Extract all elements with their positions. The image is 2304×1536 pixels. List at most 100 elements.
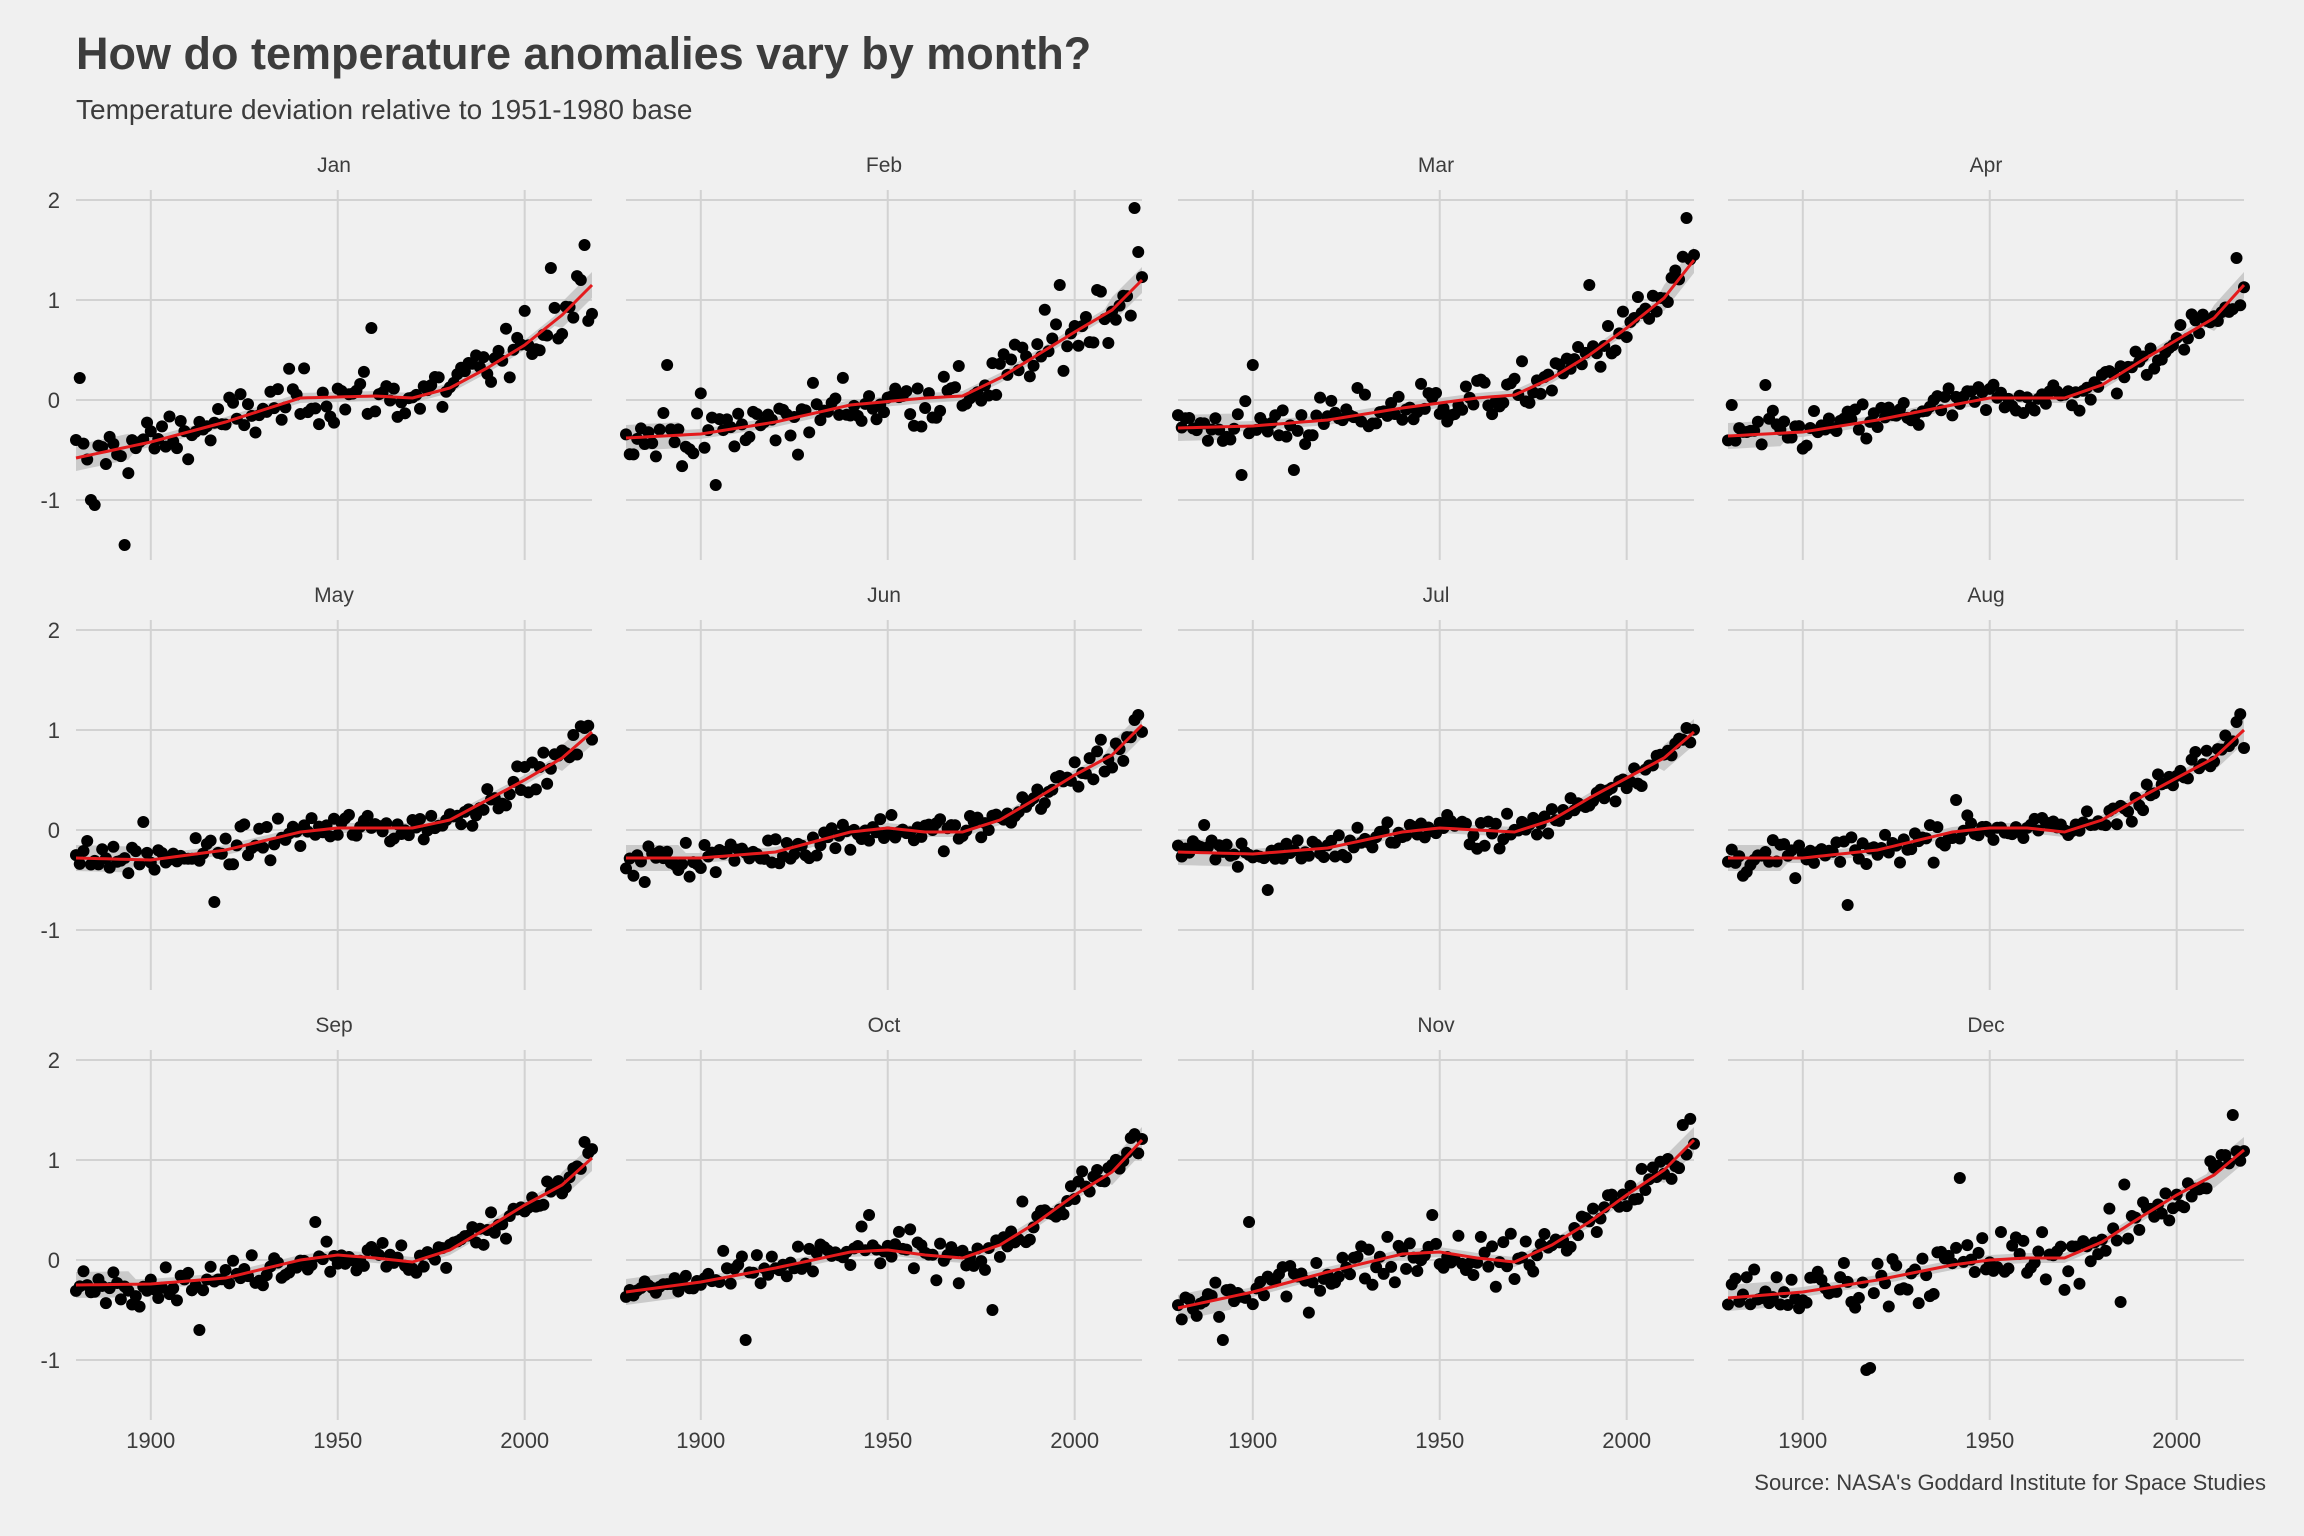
data-point xyxy=(1953,1172,1966,1184)
data-point xyxy=(1486,408,1499,421)
data-point xyxy=(2234,708,2247,721)
chart-title: How do temperature anomalies vary by mon… xyxy=(76,28,1092,79)
data-point xyxy=(676,858,689,871)
data-point xyxy=(1325,394,1338,407)
panel-oct: Oct 1900 1950 2000 xyxy=(620,1014,1148,1453)
data-point xyxy=(2189,746,2202,759)
data-point xyxy=(2178,343,2191,356)
data-point xyxy=(792,448,804,461)
data-point xyxy=(376,1236,389,1249)
data-point xyxy=(436,400,449,413)
panel-title: Apr xyxy=(1970,154,2003,177)
data-point xyxy=(298,362,311,375)
data-point xyxy=(541,777,554,790)
data-point xyxy=(750,408,763,421)
data-point xyxy=(1358,388,1371,401)
data-point xyxy=(1759,379,1772,391)
data-point xyxy=(2133,1223,2146,1236)
data-point xyxy=(2028,404,2041,417)
data-point xyxy=(1961,1239,1974,1252)
data-point xyxy=(170,442,183,455)
panel-dec: Dec 1900 1950 2000 xyxy=(1722,1014,2250,1453)
data-point xyxy=(952,1277,965,1290)
data-point xyxy=(1478,839,1491,852)
data-point xyxy=(806,376,819,389)
data-point xyxy=(264,854,277,867)
data-point xyxy=(2028,1256,2041,1269)
data-point xyxy=(732,407,745,420)
panel-may: May -1 0 1 2 xyxy=(40,584,598,990)
data-point xyxy=(1736,1288,1749,1301)
data-point xyxy=(975,831,988,844)
trend-line xyxy=(1727,283,2246,438)
data-point xyxy=(1306,1276,1319,1289)
data-point xyxy=(1340,851,1353,864)
data-point xyxy=(982,824,995,837)
panel-title: Feb xyxy=(866,154,902,177)
data-point xyxy=(814,414,827,427)
data-point xyxy=(1351,1250,1364,1263)
data-point xyxy=(1072,780,1085,793)
data-point xyxy=(1680,212,1693,224)
panel-nov: Nov 1900 1950 2000 xyxy=(1172,1014,1700,1453)
data-point xyxy=(533,344,546,357)
data-point xyxy=(829,842,842,855)
data-point xyxy=(930,1274,943,1287)
data-point xyxy=(223,1277,236,1290)
data-point xyxy=(1366,841,1379,854)
data-point xyxy=(2103,1202,2116,1215)
data-point xyxy=(1583,279,1596,291)
data-point xyxy=(481,783,494,796)
data-point xyxy=(1456,403,1469,416)
data-point xyxy=(1635,1162,1648,1175)
data-point xyxy=(182,453,195,466)
data-point xyxy=(503,371,516,384)
x-tick-label: 2000 xyxy=(1050,1428,1099,1453)
data-point xyxy=(934,404,947,417)
data-point xyxy=(1314,391,1327,404)
data-point xyxy=(1538,1227,1551,1240)
data-point xyxy=(1534,387,1547,400)
data-point xyxy=(1452,1229,1465,1242)
data-point xyxy=(1426,1209,1439,1221)
data-point xyxy=(1508,1272,1521,1285)
data-point xyxy=(627,869,640,882)
panel-aug: Aug xyxy=(1722,584,2250,990)
data-point xyxy=(2039,1273,2052,1286)
data-point xyxy=(283,362,296,375)
data-point xyxy=(788,848,801,861)
panel-title: Sep xyxy=(315,1014,352,1037)
trend-line xyxy=(75,283,594,460)
data-point xyxy=(342,808,355,821)
x-tick-label: 1950 xyxy=(863,1428,912,1453)
data-point xyxy=(2181,772,2194,785)
data-point xyxy=(1385,1260,1398,1273)
data-point xyxy=(657,407,670,420)
data-point xyxy=(309,1216,322,1228)
data-point xyxy=(1748,1263,1761,1276)
x-tick-label: 2000 xyxy=(1602,1428,1651,1453)
data-point xyxy=(1905,843,1918,856)
trend-line xyxy=(626,723,1144,860)
data-point xyxy=(1344,1268,1356,1281)
data-point xyxy=(1415,377,1428,390)
data-point xyxy=(227,1254,240,1267)
x-tick-label: 1900 xyxy=(126,1428,175,1453)
data-point xyxy=(432,371,445,384)
data-point xyxy=(357,1259,370,1272)
data-point xyxy=(245,1249,258,1262)
data-point xyxy=(227,396,240,409)
data-point xyxy=(1725,399,1738,411)
data-point xyxy=(709,479,722,491)
data-point xyxy=(578,239,591,251)
data-point xyxy=(2234,299,2247,312)
data-point xyxy=(1785,1273,1798,1286)
data-point xyxy=(212,402,225,415)
data-point xyxy=(1523,396,1536,409)
data-point xyxy=(661,359,674,371)
data-point xyxy=(249,426,262,439)
data-point xyxy=(2084,1255,2097,1268)
data-point xyxy=(646,437,659,450)
data-point xyxy=(1980,403,1992,416)
panel-title: Oct xyxy=(868,1014,901,1037)
